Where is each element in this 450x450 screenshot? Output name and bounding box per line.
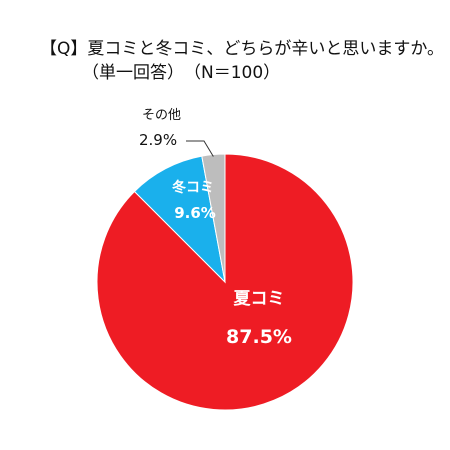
chart-title: 【Q】夏コミと冬コミ、どちらが辛いと思いますか。 [40,39,445,59]
slice-value-label-2: 9.6% [174,204,216,222]
pie-slice-2 [133,155,226,284]
pie-slices [96,153,354,411]
leader-line-3 [186,140,214,157]
slice-value-label-3: 2.9% [139,131,177,149]
slice-name-label-3: その他 [142,108,181,123]
slice-name-label-1: 夏コミ [234,289,285,309]
slice-value-label-1: 87.5% [226,326,292,348]
pie-labels: 夏コミ 87.5% 冬コミ 9.6% その他 2.9% [139,108,292,348]
pie-slice-3 [201,153,226,283]
slice-name-label-2: 冬コミ [172,179,214,196]
chart-subtitle: （単一回答） （N＝100） [82,63,281,83]
